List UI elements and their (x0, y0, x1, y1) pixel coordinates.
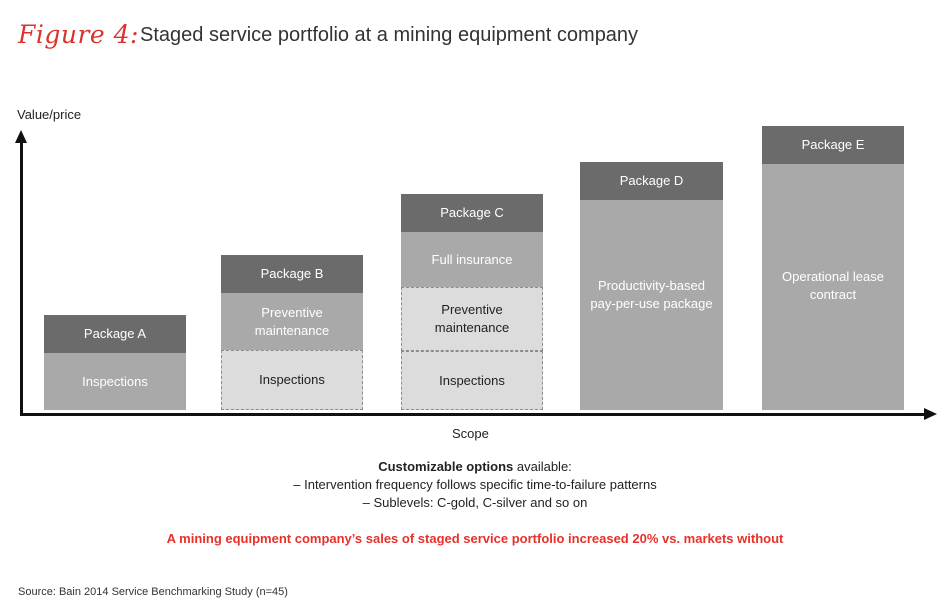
y-axis-arrow-icon (15, 130, 27, 143)
package-c-header: Package C (401, 194, 543, 232)
package-d-body: Productivity-based pay-per-use package (580, 200, 723, 410)
package-c-inspections: Inspections (401, 351, 543, 410)
package-c-preventive-maintenance: Preventive maintenance (401, 287, 543, 351)
option-line-sublevels: – Sublevels: C-gold, C-silver and so on (362, 495, 588, 510)
figure-title: Staged service portfolio at a mining equ… (140, 24, 639, 46)
options-title-bold: Customizable options (378, 459, 514, 474)
y-axis (20, 138, 23, 416)
figure-label: Figure 4: (18, 20, 139, 49)
source-note: Source: Bain 2014 Service Benchmarking S… (18, 586, 288, 598)
package-c-full-insurance: Full insurance (401, 232, 543, 287)
x-axis (20, 413, 925, 416)
option-line-frequency: – Intervention frequency follows specifi… (293, 477, 657, 492)
package-b-header: Package B (221, 255, 363, 293)
package-a-header: Package A (44, 315, 186, 353)
package-d-header: Package D (580, 162, 723, 200)
options-title: Customizable options available: (0, 459, 950, 474)
package-a-inspections: Inspections (44, 353, 186, 410)
package-e-body: Operational lease contract (762, 164, 904, 410)
x-axis-label: Scope (452, 426, 489, 441)
package-b-preventive-maintenance: Preventive maintenance (221, 293, 363, 350)
x-axis-arrow-icon (924, 408, 937, 420)
package-e-header: Package E (762, 126, 904, 164)
y-axis-label: Value/price (17, 107, 82, 122)
highlight-statement: A mining equipment company’s sales of st… (166, 531, 784, 546)
package-b-inspections: Inspections (221, 350, 363, 410)
options-title-rest: available: (513, 459, 572, 474)
